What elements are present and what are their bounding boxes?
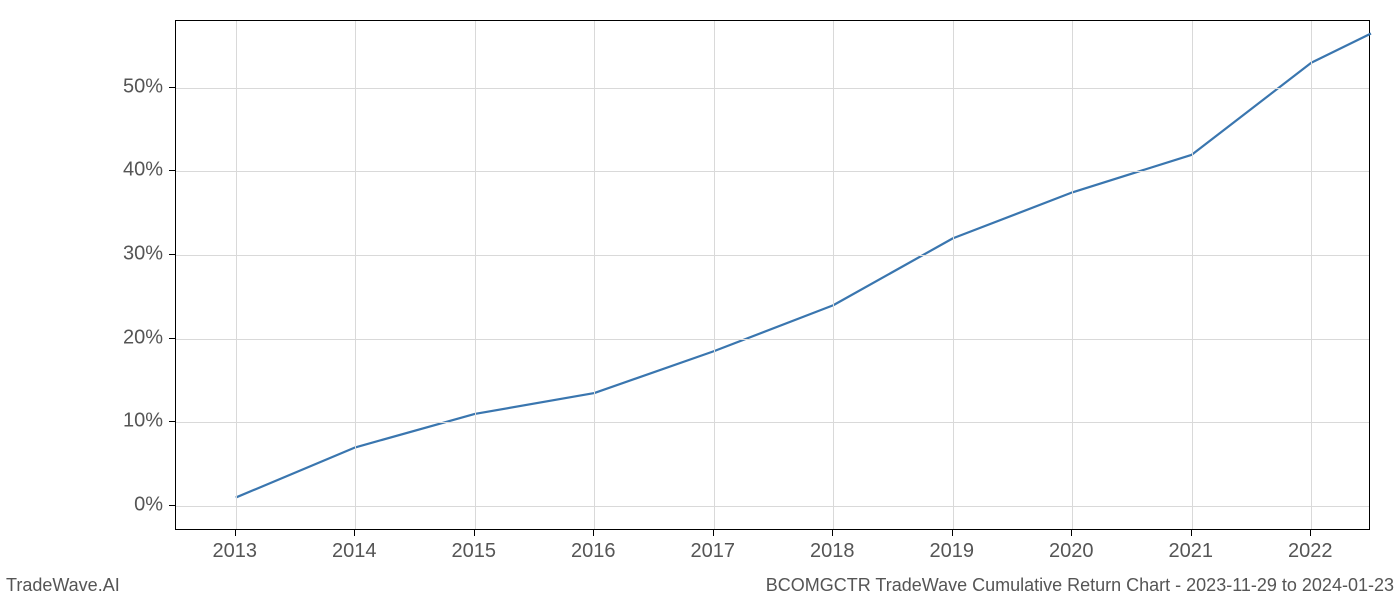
x-axis-label: 2018: [810, 540, 855, 563]
y-tick: [169, 254, 175, 255]
y-tick: [169, 87, 175, 88]
gridline-horizontal: [176, 255, 1369, 256]
x-axis-label: 2017: [691, 540, 736, 563]
x-axis-label: 2021: [1169, 540, 1214, 563]
x-tick: [1310, 530, 1311, 536]
gridline-vertical: [1072, 21, 1073, 529]
chart-container: TradeWave.AI BCOMGCTR TradeWave Cumulati…: [0, 0, 1400, 600]
x-axis-label: 2019: [930, 540, 975, 563]
gridline-horizontal: [176, 422, 1369, 423]
x-axis-label: 2013: [213, 540, 258, 563]
footer-right: BCOMGCTR TradeWave Cumulative Return Cha…: [766, 575, 1394, 596]
gridline-vertical: [1311, 21, 1312, 529]
x-tick: [354, 530, 355, 536]
gridline-vertical: [236, 21, 237, 529]
y-axis-label: 10%: [123, 410, 163, 433]
y-axis-label: 50%: [123, 75, 163, 98]
x-axis-label: 2020: [1049, 540, 1094, 563]
gridline-vertical: [1192, 21, 1193, 529]
x-tick: [832, 530, 833, 536]
x-tick: [474, 530, 475, 536]
x-axis-label: 2016: [571, 540, 616, 563]
y-axis-label: 0%: [134, 493, 163, 516]
y-axis-label: 40%: [123, 159, 163, 182]
gridline-vertical: [475, 21, 476, 529]
gridline-vertical: [833, 21, 834, 529]
y-axis-label: 30%: [123, 243, 163, 266]
footer-left: TradeWave.AI: [6, 575, 120, 596]
x-tick: [235, 530, 236, 536]
gridline-vertical: [714, 21, 715, 529]
gridline-horizontal: [176, 506, 1369, 507]
x-axis-label: 2014: [332, 540, 377, 563]
x-axis-label: 2015: [452, 540, 497, 563]
y-tick: [169, 338, 175, 339]
x-tick: [1071, 530, 1072, 536]
x-tick: [713, 530, 714, 536]
gridline-vertical: [953, 21, 954, 529]
gridline-horizontal: [176, 171, 1369, 172]
gridline-vertical: [355, 21, 356, 529]
x-tick: [1191, 530, 1192, 536]
gridline-horizontal: [176, 339, 1369, 340]
x-tick: [593, 530, 594, 536]
y-tick: [169, 170, 175, 171]
x-tick: [952, 530, 953, 536]
gridline-vertical: [594, 21, 595, 529]
y-axis-label: 20%: [123, 326, 163, 349]
y-tick: [169, 421, 175, 422]
plot-area: [175, 20, 1370, 530]
y-tick: [169, 505, 175, 506]
x-axis-label: 2022: [1288, 540, 1333, 563]
gridline-horizontal: [176, 88, 1369, 89]
series-line: [236, 34, 1371, 498]
